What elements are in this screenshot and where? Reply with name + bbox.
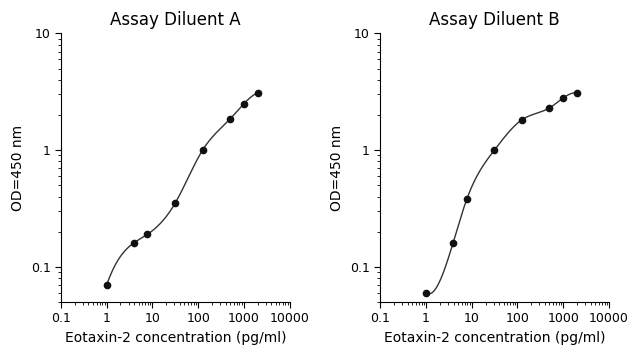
X-axis label: Eotaxin-2 concentration (pg/ml): Eotaxin-2 concentration (pg/ml) xyxy=(65,331,286,345)
Y-axis label: OD=450 nm: OD=450 nm xyxy=(11,125,25,211)
Title: Assay Diluent B: Assay Diluent B xyxy=(429,11,560,29)
Y-axis label: OD=450 nm: OD=450 nm xyxy=(330,125,344,211)
Title: Assay Diluent A: Assay Diluent A xyxy=(110,11,241,29)
X-axis label: Eotaxin-2 concentration (pg/ml): Eotaxin-2 concentration (pg/ml) xyxy=(384,331,605,345)
